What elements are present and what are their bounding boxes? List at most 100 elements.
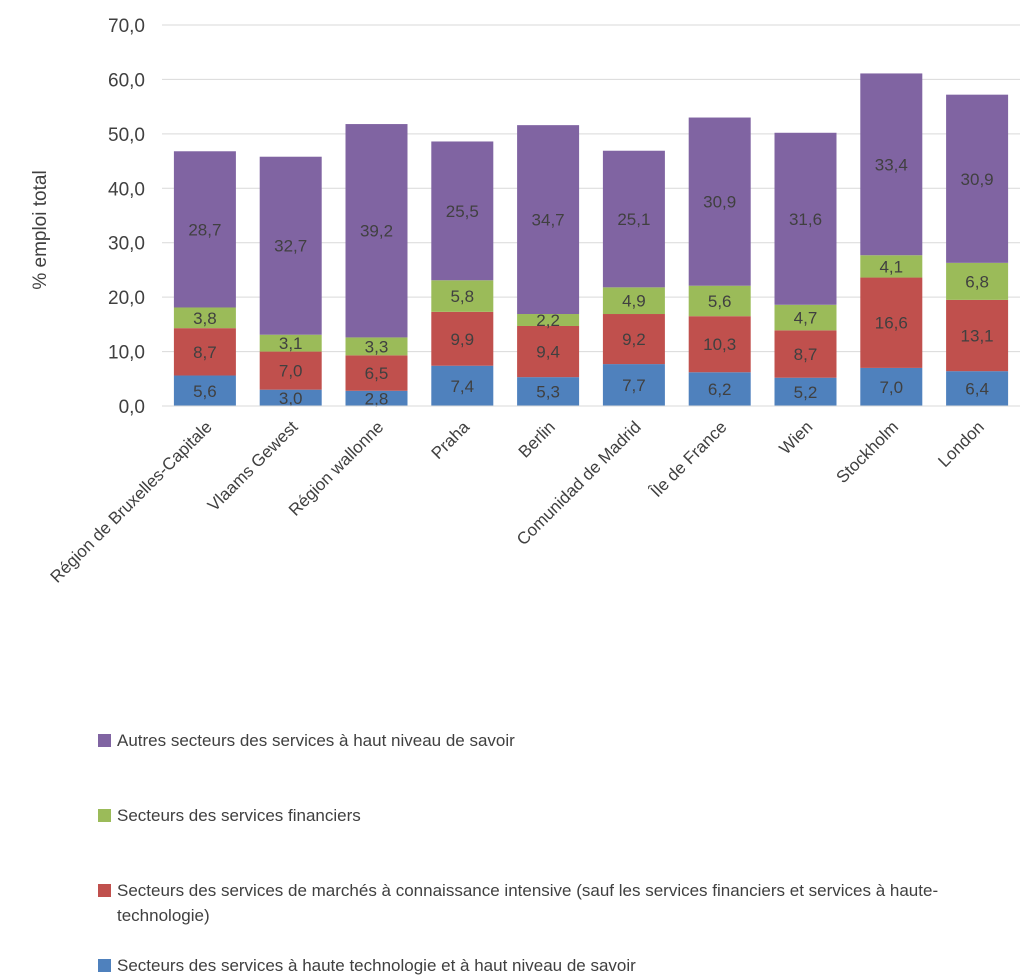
bar-segment (517, 325, 580, 378)
bar-segment (431, 311, 494, 366)
bar-segment (774, 304, 837, 331)
bar-segment (688, 372, 751, 406)
y-tick-label: 30,0 (108, 234, 145, 255)
bar-segment (431, 280, 494, 312)
legend-label-autres: Autres secteurs des services à haut nive… (117, 731, 515, 750)
bar-segment (173, 151, 236, 308)
x-category-label: Vlaams Gewest (204, 417, 302, 515)
legend-swatch-financiers (98, 809, 111, 822)
bar-segment (345, 355, 408, 391)
stacked-bar-chart: 0,0 10,0 20,0 30,0 40,0 50,0 60,0 70,0 5,6 8,7 3,… (30, 16, 1020, 587)
bar-segment (345, 390, 408, 406)
bar-segment (602, 314, 665, 365)
bar-segment (946, 94, 1009, 263)
data-label: 6,2 (708, 380, 732, 399)
x-category-label: Wien (776, 417, 817, 458)
bars (173, 73, 1009, 406)
bar-segment (173, 328, 236, 376)
data-label: 4,1 (879, 257, 903, 276)
data-label: 7,4 (450, 377, 474, 396)
y-axis-title: % emploi total (30, 170, 51, 289)
data-label: 5,3 (536, 383, 560, 402)
bar-segment (860, 255, 923, 278)
bar-segment (173, 307, 236, 329)
x-category-label: London (934, 417, 988, 471)
data-label: 3,3 (365, 337, 389, 356)
bar-segment (602, 287, 665, 315)
bar-segment (946, 371, 1009, 406)
data-label: 33,4 (875, 155, 908, 174)
y-axis-tick-labels: 0,0 10,0 20,0 30,0 40,0 50,0 60,0 70,0 (108, 16, 145, 418)
legend-item-haute-technologie: Secteurs des services à haute technologi… (98, 953, 997, 978)
data-label: 7,0 (279, 362, 303, 381)
x-category-label: Praha (428, 417, 474, 463)
bar-segment (860, 367, 923, 406)
bar-segment (517, 125, 580, 315)
y-tick-label: 70,0 (108, 16, 145, 37)
x-category-label: Région de Bruxelles-Capitale (47, 417, 216, 586)
data-label: 31,6 (789, 210, 822, 229)
x-category-label: Stockholm (833, 417, 903, 487)
data-label: 7,0 (879, 378, 903, 397)
legend-swatch-haute-technologie (98, 959, 111, 972)
data-label: 30,9 (703, 193, 736, 212)
data-label: 5,2 (794, 383, 818, 402)
x-category-label: Région wallonne (285, 417, 387, 519)
y-tick-label: 20,0 (108, 288, 145, 309)
legend-swatch-marches (98, 884, 111, 897)
data-label: 4,9 (622, 292, 646, 311)
data-label: 9,2 (622, 330, 646, 349)
bar-segment (517, 314, 580, 326)
data-label: 9,9 (450, 330, 474, 349)
legend-label-haute-technologie: Secteurs des services à haute technologi… (117, 956, 636, 975)
data-label: 28,7 (188, 220, 221, 239)
data-label: 7,7 (622, 376, 646, 395)
bar-segment (774, 132, 837, 305)
data-label: 10,3 (703, 335, 736, 354)
bar-segment (774, 330, 837, 378)
legend-swatch-autres (98, 734, 111, 747)
x-category-label: Île de France (646, 417, 730, 501)
bar-segment (259, 334, 322, 352)
data-label: 5,6 (708, 292, 732, 311)
bar-segment (688, 117, 751, 286)
bar-segment (946, 262, 1009, 300)
data-label: 34,7 (532, 211, 565, 230)
legend-item-financiers: Secteurs des services financiers (98, 803, 997, 828)
bar-segment (688, 285, 751, 317)
legend-label-financiers: Secteurs des services financiers (117, 806, 361, 825)
data-label: 5,8 (450, 287, 474, 306)
data-label: 2,2 (536, 311, 560, 330)
y-tick-label: 40,0 (108, 179, 145, 200)
bar-segment (860, 277, 923, 368)
bar-segment (602, 150, 665, 288)
bar-segment (431, 365, 494, 406)
data-label: 39,2 (360, 222, 393, 241)
bar-segment (860, 73, 923, 256)
data-label: 9,4 (536, 343, 560, 362)
data-label: 6,8 (965, 272, 989, 291)
legend-item-autres: Autres secteurs des services à haut nive… (98, 728, 997, 753)
data-label: 6,4 (965, 380, 989, 399)
data-label: 3,1 (279, 334, 303, 353)
data-label: 3,8 (193, 309, 217, 328)
data-label: 3,0 (279, 389, 303, 408)
data-label: 8,7 (193, 343, 217, 362)
bar-segment (259, 389, 322, 406)
data-label: 4,7 (794, 309, 818, 328)
data-label: 32,7 (274, 237, 307, 256)
data-label: 13,1 (961, 327, 994, 346)
bar-segment (517, 377, 580, 406)
legend-label-marches: Secteurs des services de marchés à conna… (117, 881, 939, 925)
data-label: 25,5 (446, 202, 479, 221)
bar-segment (431, 141, 494, 281)
legend-item-marches: Secteurs des services de marchés à conna… (98, 878, 997, 928)
data-label: 5,6 (193, 382, 217, 401)
y-tick-label: 10,0 (108, 343, 145, 364)
data-label: 6,5 (365, 364, 389, 383)
bar-segment (774, 377, 837, 406)
data-label: 25,1 (617, 210, 650, 229)
bar-segment (259, 351, 322, 390)
bar-segment (345, 124, 408, 338)
